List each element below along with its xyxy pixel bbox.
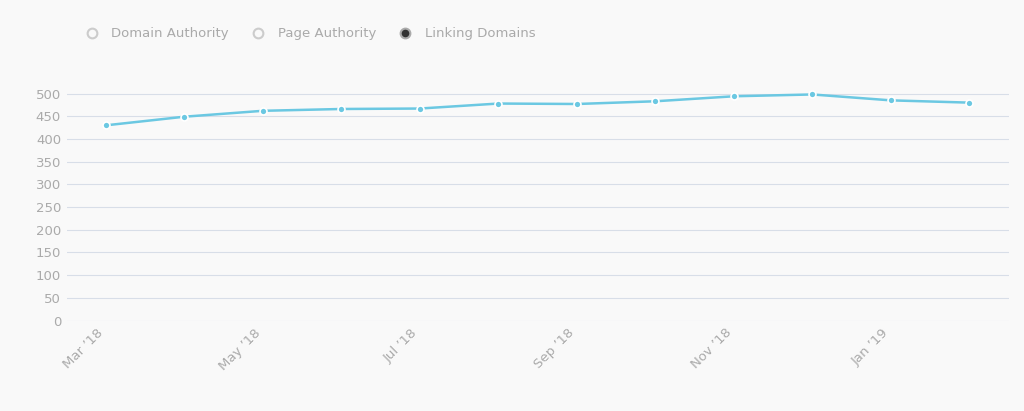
Point bbox=[568, 101, 585, 107]
Point bbox=[97, 122, 114, 129]
Point bbox=[804, 91, 820, 98]
Point bbox=[255, 108, 271, 114]
Point bbox=[176, 113, 193, 120]
Point bbox=[883, 97, 899, 104]
Point bbox=[962, 99, 978, 106]
Legend: Domain Authority, Page Authority, Linking Domains: Domain Authority, Page Authority, Linkin… bbox=[73, 22, 541, 46]
Point bbox=[490, 100, 507, 107]
Point bbox=[333, 106, 349, 112]
Point bbox=[726, 93, 742, 99]
Point bbox=[647, 98, 664, 104]
Point bbox=[412, 105, 428, 112]
